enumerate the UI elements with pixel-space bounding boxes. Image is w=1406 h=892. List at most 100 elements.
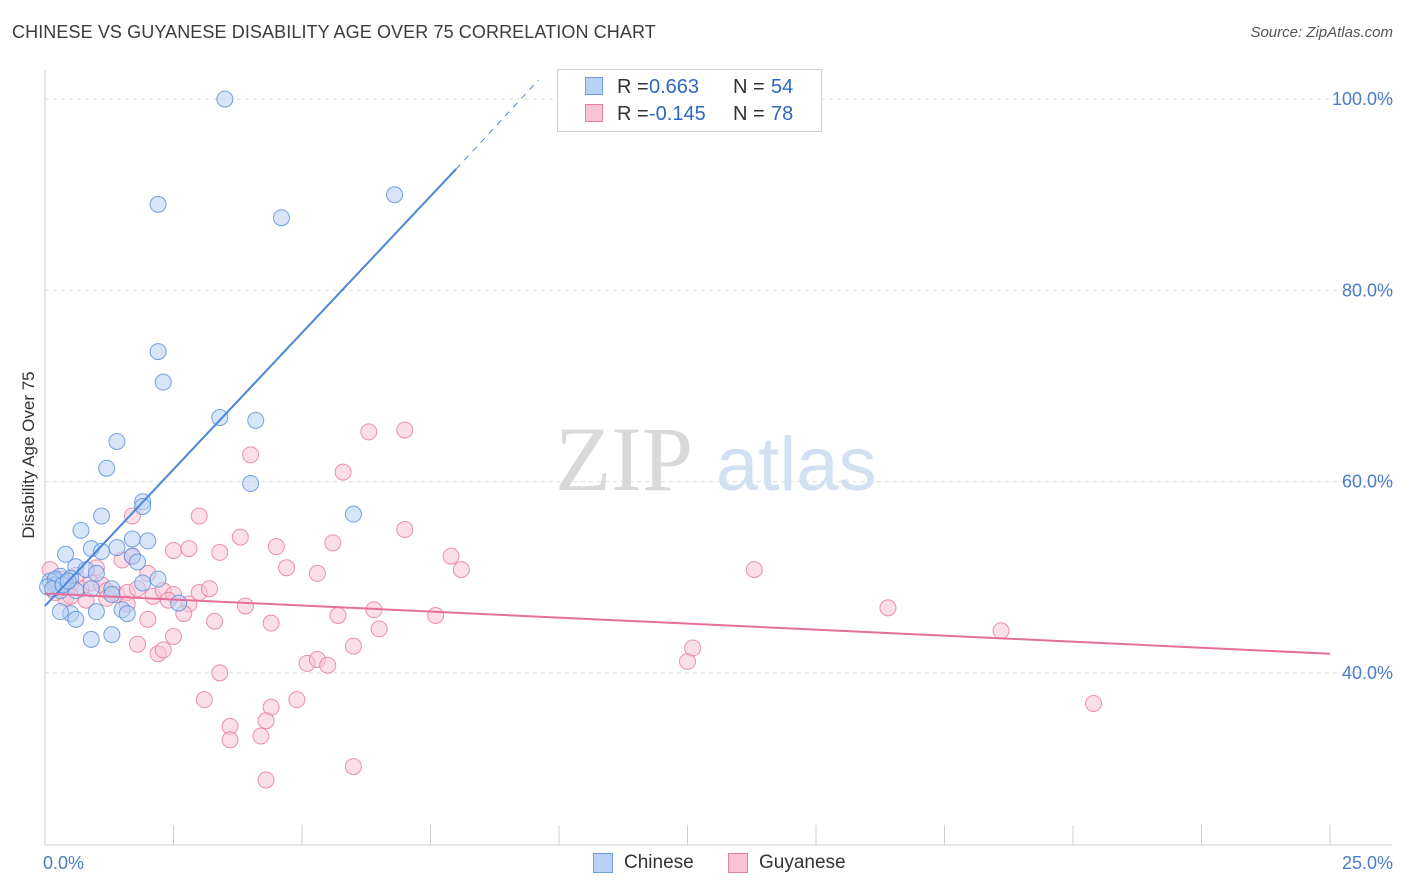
legend-n-value-guyanese: 78 xyxy=(771,103,794,125)
point-guyanese xyxy=(442,547,460,565)
point-chinese xyxy=(134,574,152,592)
legend-swatch-chinese xyxy=(585,77,603,95)
point-guyanese xyxy=(211,664,229,682)
point-chinese xyxy=(93,542,111,560)
point-guyanese xyxy=(190,507,208,525)
series-swatch-chinese xyxy=(593,853,613,873)
y-tick-label: 40.0% xyxy=(1342,663,1393,683)
point-guyanese xyxy=(242,446,260,464)
point-chinese xyxy=(82,630,100,648)
point-chinese xyxy=(108,539,126,557)
point-guyanese xyxy=(329,607,347,624)
point-chinese xyxy=(272,209,290,227)
axes xyxy=(44,70,1392,846)
point-chinese xyxy=(67,610,85,628)
point-chinese xyxy=(93,507,111,525)
correlation-legend: R = 0.663 N = 54 R = -0.145 N = 78 xyxy=(557,69,822,132)
chart-source: Source: ZipAtlas.com xyxy=(1250,24,1393,41)
series-label-guyanese: Guyanese xyxy=(759,852,846,873)
point-chinese xyxy=(149,195,167,213)
point-guyanese xyxy=(684,639,702,657)
y-tick-label: 60.0% xyxy=(1342,472,1393,492)
watermark-atlas: atlas xyxy=(716,422,877,507)
point-guyanese xyxy=(165,628,182,646)
point-guyanese xyxy=(396,520,414,538)
legend-row-guyanese: R = -0.145 N = 78 xyxy=(558,102,821,126)
point-chinese xyxy=(57,545,75,563)
watermark-zip: ZIP xyxy=(555,408,693,510)
y-tick-label: 80.0% xyxy=(1342,280,1393,300)
series-legend: Chinese Guyanese xyxy=(0,852,1406,878)
x-tick-label: 25.0% xyxy=(1342,853,1393,873)
chart-title: CHINESE VS GUYANESE DISABILITY AGE OVER … xyxy=(12,22,656,42)
y-tick-label: 100.0% xyxy=(1332,89,1393,109)
point-guyanese xyxy=(992,622,1010,640)
point-guyanese xyxy=(236,597,254,615)
grid xyxy=(45,98,1392,674)
point-guyanese xyxy=(257,771,275,789)
series-label-chinese: Chinese xyxy=(624,852,694,873)
point-guyanese xyxy=(344,637,362,655)
legend-r-value-chinese: 0.663 xyxy=(649,76,700,98)
point-guyanese xyxy=(360,423,378,441)
y-axis-label: Disability Age Over 75 xyxy=(19,371,38,538)
point-chinese xyxy=(118,605,136,623)
point-guyanese xyxy=(206,612,224,630)
point-guyanese xyxy=(211,543,229,561)
point-guyanese xyxy=(267,538,285,556)
legend-r-label: R = xyxy=(617,103,649,125)
point-guyanese xyxy=(231,528,249,546)
legend-n-label: N = xyxy=(733,103,765,125)
point-guyanese xyxy=(221,731,239,749)
point-chinese xyxy=(211,409,229,427)
trend-extension-chinese xyxy=(455,79,539,170)
point-chinese xyxy=(216,90,234,108)
point-guyanese xyxy=(452,561,470,579)
point-guyanese xyxy=(308,564,326,582)
point-guyanese xyxy=(139,610,157,628)
point-guyanese xyxy=(1085,694,1103,712)
point-chinese xyxy=(247,411,265,429)
point-guyanese xyxy=(278,559,296,577)
watermark: ZIP atlas xyxy=(555,408,877,510)
point-chinese xyxy=(242,475,260,493)
point-chinese xyxy=(154,373,172,391)
legend-n-label: N = xyxy=(733,76,765,98)
point-guyanese xyxy=(180,540,198,558)
legend-row-chinese: R = 0.663 N = 54 xyxy=(558,75,821,99)
point-chinese xyxy=(386,186,404,204)
point-guyanese xyxy=(344,758,362,776)
trend-lines xyxy=(44,79,1331,655)
point-chinese xyxy=(103,626,121,644)
point-chinese xyxy=(82,580,100,598)
point-chinese xyxy=(87,564,105,582)
point-guyanese xyxy=(427,607,445,624)
point-chinese xyxy=(149,343,167,361)
point-guyanese xyxy=(324,534,342,552)
point-guyanese xyxy=(745,561,763,579)
point-chinese xyxy=(98,459,116,477)
point-guyanese xyxy=(879,599,897,617)
legend-swatch-guyanese xyxy=(585,104,603,122)
point-chinese xyxy=(103,585,121,603)
point-chinese xyxy=(108,432,126,450)
point-guyanese xyxy=(257,712,275,730)
point-guyanese xyxy=(319,656,337,674)
legend-n-value-chinese: 54 xyxy=(771,76,794,98)
point-chinese xyxy=(129,553,147,571)
point-chinese xyxy=(149,570,167,588)
point-guyanese xyxy=(288,691,306,709)
point-chinese xyxy=(123,530,141,548)
point-guyanese xyxy=(165,541,182,559)
point-guyanese xyxy=(370,620,388,638)
point-guyanese xyxy=(262,614,280,632)
point-chinese xyxy=(51,603,69,621)
point-guyanese xyxy=(200,580,218,598)
point-chinese xyxy=(170,594,188,612)
point-guyanese xyxy=(129,635,147,653)
series-swatch-guyanese xyxy=(728,853,748,873)
point-guyanese xyxy=(195,691,213,709)
x-tick-label: 0.0% xyxy=(43,853,84,873)
point-chinese xyxy=(344,505,362,523)
